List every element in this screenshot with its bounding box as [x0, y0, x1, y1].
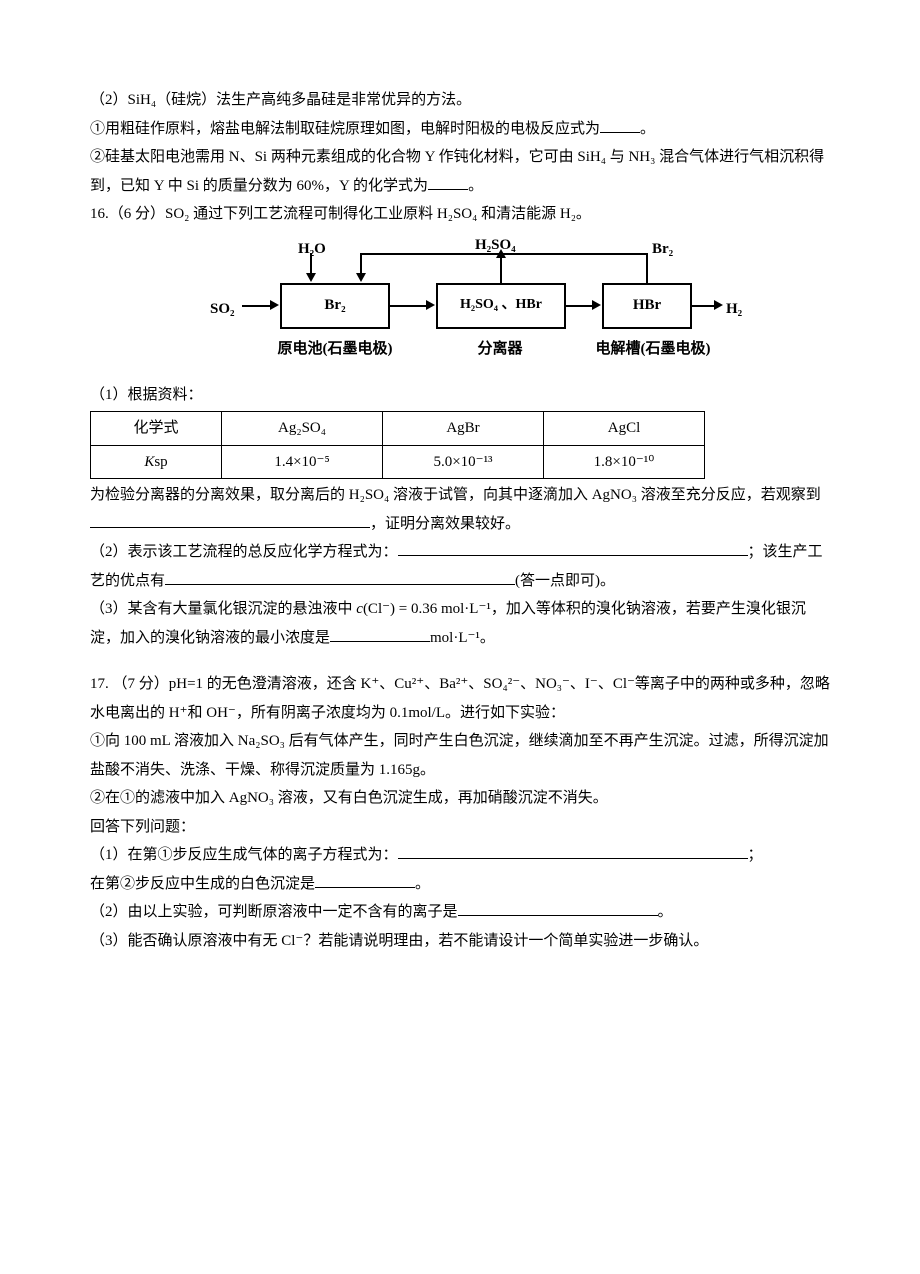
- text: （2）由以上实验，可判断原溶液中一定不含有的离子是: [90, 904, 458, 920]
- blank: [315, 872, 415, 888]
- text: 。: [415, 876, 430, 892]
- q15-p2-1: ①用粗硅作原料，熔盐电解法制取硅烷原理如图，电解时阳极的电极反应式为 。: [90, 115, 830, 144]
- text: ；: [748, 847, 763, 863]
- arrow: [360, 253, 362, 275]
- blank: [330, 626, 430, 642]
- blank: [90, 512, 370, 528]
- text: （1）在第①步反应生成气体的离子方程式为：: [90, 847, 398, 863]
- td: 1.4×10⁻⁵: [222, 445, 383, 479]
- text: ，证明分离效果较好。: [370, 516, 520, 532]
- arrow-head: [270, 300, 279, 310]
- blank: [398, 540, 748, 556]
- text: ②在①的滤液中加入 AgNO₃ 溶液，又有白色沉淀生成，再加硝酸沉淀不消失。: [90, 790, 608, 806]
- td: Ksp: [91, 445, 222, 479]
- arrow: [692, 305, 716, 307]
- arrow: [390, 305, 428, 307]
- q16-head: 16.（6 分）SO₂ 通过下列工艺流程可制得化工业原料 H₂SO₄ 和清洁能源…: [90, 200, 830, 229]
- q17-a2: （2）由以上实验，可判断原溶液中一定不含有的离子是 。: [90, 898, 830, 927]
- td: 1.8×10⁻¹⁰: [544, 445, 705, 479]
- q17-head: 17. （7 分）pH=1 的无色澄清溶液，还含 K⁺、Cu²⁺、Ba²⁺、SO…: [90, 670, 830, 727]
- arrow: [500, 257, 502, 283]
- text: 16.（6 分）SO₂ 通过下列工艺流程可制得化工业原料 H₂SO₄ 和清洁能源…: [90, 206, 591, 222]
- arrow: [646, 253, 648, 283]
- arrow: [360, 253, 648, 255]
- q17-ans-lead: 回答下列问题：: [90, 813, 830, 842]
- arrow: [242, 305, 272, 307]
- text: 。: [640, 121, 655, 137]
- text: c: [356, 601, 363, 617]
- q16-p2: （2）表示该工艺流程的总反应化学方程式为：；该生产工艺的优点有(答一点即可)。: [90, 538, 830, 595]
- arrow-head: [306, 273, 316, 282]
- flow-box-3: HBr: [602, 283, 692, 329]
- th: AgBr: [383, 412, 544, 446]
- th: Ag₂SO₄: [222, 412, 383, 446]
- flow-box-2: H₂SO₄ 、HBr: [436, 283, 566, 329]
- text: sp: [154, 454, 167, 470]
- flow-rec-label: Br₂: [652, 235, 673, 264]
- arrow-head: [356, 273, 366, 282]
- text: （2）表示该工艺流程的总反应化学方程式为：: [90, 544, 398, 560]
- ksp-table: 化学式 Ag₂SO₄ AgBr AgCl Ksp 1.4×10⁻⁵ 5.0×10…: [90, 411, 705, 479]
- flow-top-2: H₂SO₄: [475, 231, 516, 260]
- table-row: Ksp 1.4×10⁻⁵ 5.0×10⁻¹³ 1.8×10⁻¹⁰: [91, 445, 705, 479]
- text: ①用粗硅作原料，熔盐电解法制取硅烷原理如图，电解时阳极的电极反应式为: [90, 121, 600, 137]
- flow-in-left: SO₂: [210, 295, 235, 324]
- blank: [428, 174, 468, 190]
- q16-p1-lead: （1）根据资料：: [90, 381, 830, 410]
- text: mol·L⁻¹。: [430, 630, 495, 646]
- flow-diagram: SO₂ Br₂ 原电池(石墨电极) H₂O H₂SO₄ 、HBr 分离器 H₂S…: [210, 235, 830, 375]
- q17-s1: ①向 100 mL 溶液加入 Na₂SO₃ 后有气体产生，同时产生白色沉淀，继续…: [90, 727, 830, 784]
- arrow-head: [592, 300, 601, 310]
- arrow-head: [426, 300, 435, 310]
- text: 。: [658, 904, 673, 920]
- flow-cap-1: 原电池(石墨电极): [265, 335, 405, 364]
- blank: [600, 117, 640, 133]
- text: 为检验分离器的分离效果，取分离后的 H₂SO₄ 溶液于试管，向其中逐滴加入 Ag…: [90, 487, 821, 503]
- text: （1）根据资料：: [90, 387, 203, 403]
- blank: [165, 569, 515, 585]
- td: 5.0×10⁻¹³: [383, 445, 544, 479]
- text: （2）SiH₄（硅烷）法生产高纯多晶硅是非常优异的方法。: [90, 92, 471, 108]
- table-row: 化学式 Ag₂SO₄ AgBr AgCl: [91, 412, 705, 446]
- q17-s2: ②在①的滤液中加入 AgNO₃ 溶液，又有白色沉淀生成，再加硝酸沉淀不消失。: [90, 784, 830, 813]
- q15-p2-intro: （2）SiH₄（硅烷）法生产高纯多晶硅是非常优异的方法。: [90, 86, 830, 115]
- text: （3）某含有大量氯化银沉淀的悬浊液中: [90, 601, 356, 617]
- q17-a1: （1）在第①步反应生成气体的离子方程式为： ； 在第②步反应中生成的白色沉淀是 。: [90, 841, 830, 898]
- arrow: [310, 253, 312, 275]
- text: （3）能否确认原溶液中有无 Cl⁻？若能请说明理由，若不能请设计一个简单实验进一…: [90, 933, 708, 949]
- text: ①向 100 mL 溶液加入 Na₂SO₃ 后有气体产生，同时产生白色沉淀，继续…: [90, 733, 829, 778]
- blank: [458, 900, 658, 916]
- q16-p1-body: 为检验分离器的分离效果，取分离后的 H₂SO₄ 溶液于试管，向其中逐滴加入 Ag…: [90, 481, 830, 538]
- text: 在第②步反应中生成的白色沉淀是: [90, 876, 315, 892]
- arrow: [566, 305, 594, 307]
- flow-cap-2: 分离器: [460, 335, 540, 364]
- q16-p3: （3）某含有大量氯化银沉淀的悬浊液中 c(Cl⁻) = 0.36 mol·L⁻¹…: [90, 595, 830, 652]
- text: 回答下列问题：: [90, 819, 195, 835]
- text: 17. （7 分）pH=1 的无色澄清溶液，还含 K⁺、Cu²⁺、Ba²⁺、SO…: [90, 676, 830, 721]
- q15-p2-2: ②硅基太阳电池需用 N、Si 两种元素组成的化合物 Y 作钝化材料，它可由 Si…: [90, 143, 830, 200]
- text: (答一点即可)。: [515, 573, 615, 589]
- text: 。: [468, 178, 483, 194]
- th: 化学式: [91, 412, 222, 446]
- blank: [398, 843, 748, 859]
- flow-out-right: H₂: [726, 295, 742, 324]
- q17-a3: （3）能否确认原溶液中有无 Cl⁻？若能请说明理由，若不能请设计一个简单实验进一…: [90, 927, 830, 956]
- flow-box-1: Br₂: [280, 283, 390, 329]
- flow-cap-3: 电解槽(石墨电极): [578, 335, 728, 364]
- arrow-head: [714, 300, 723, 310]
- th: AgCl: [544, 412, 705, 446]
